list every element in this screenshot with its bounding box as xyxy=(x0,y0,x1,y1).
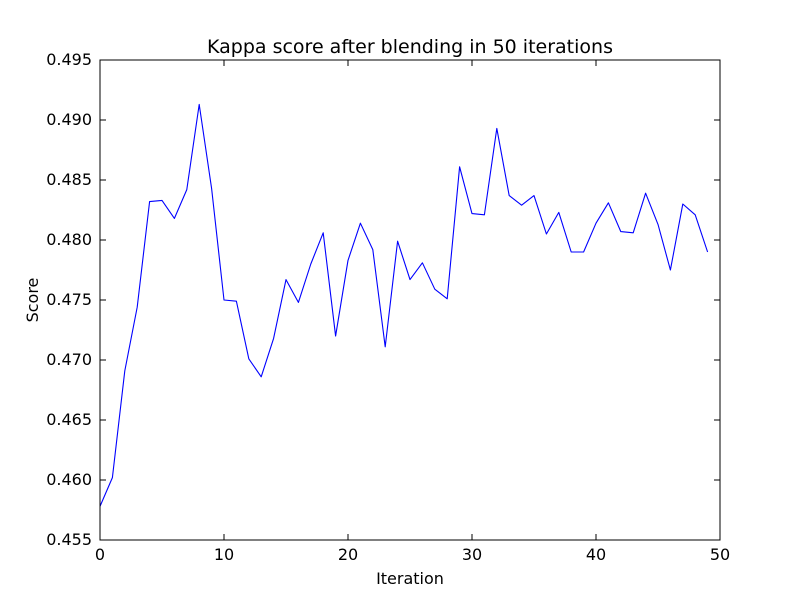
chart-title: Kappa score after blending in 50 iterati… xyxy=(207,36,613,58)
y-axis-label: Score xyxy=(23,278,42,323)
y-tick-label: 0.480 xyxy=(46,230,92,249)
x-tick-label: 30 xyxy=(462,545,482,564)
x-tick-label: 10 xyxy=(214,545,234,564)
y-tick-label: 0.470 xyxy=(46,350,92,369)
y-tick-label: 0.475 xyxy=(46,290,92,309)
y-tick-label: 0.495 xyxy=(46,50,92,69)
x-tick-label: 20 xyxy=(338,545,358,564)
x-tick-label: 40 xyxy=(586,545,606,564)
y-tick-label: 0.490 xyxy=(46,110,92,129)
x-axis-label: Iteration xyxy=(376,569,444,588)
series-line xyxy=(99,103,709,507)
x-tick-label: 50 xyxy=(710,545,730,564)
x-tick-label: 0 xyxy=(95,545,105,564)
y-tick-label: 0.465 xyxy=(46,410,92,429)
tick-layer: 0 10 20 30 40 50 0.455 0.460 0.465 0.470 0.475 0.48… xyxy=(46,50,730,564)
series-layer xyxy=(99,103,709,507)
y-tick-label: 0.460 xyxy=(46,470,92,489)
plot-area-frame xyxy=(99,59,721,541)
y-tick-label: 0.455 xyxy=(46,530,92,549)
y-tick-label: 0.485 xyxy=(46,170,92,189)
